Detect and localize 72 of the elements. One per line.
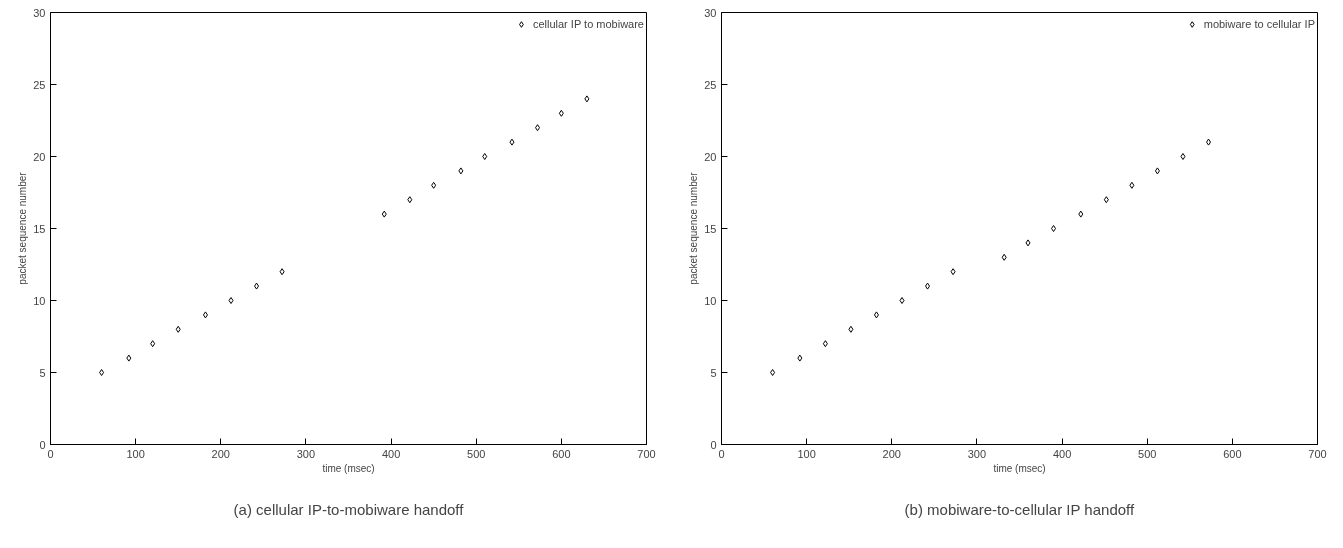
y-tick-label: 30 xyxy=(33,6,46,19)
x-tick-label: 300 xyxy=(967,447,987,460)
point xyxy=(175,325,181,333)
point xyxy=(848,325,854,333)
y-tick-label: 10 xyxy=(704,294,717,307)
x-tick-label: 100 xyxy=(126,447,145,460)
point xyxy=(126,354,132,362)
x-tick-label: 300 xyxy=(296,447,316,460)
x-tick-label: 0 xyxy=(47,447,54,460)
point xyxy=(482,153,488,160)
y-tick-label: 15 xyxy=(704,222,717,235)
point xyxy=(1051,225,1057,232)
legend-label: mobiware to cellular IP xyxy=(1203,18,1315,30)
point xyxy=(228,297,234,304)
x-tick-label: 500 xyxy=(467,447,486,460)
y-tick-label: 25 xyxy=(33,78,46,91)
text: (a) cellular IP-to-mobiware handoff xyxy=(233,501,465,518)
y-tick-label: 30 xyxy=(704,6,717,19)
x-tick-label: 700 xyxy=(1308,447,1327,460)
x-tick-label: 700 xyxy=(637,447,656,460)
point xyxy=(797,354,803,362)
x-axis-title: time (msec) xyxy=(993,462,1046,474)
legend-label: cellular IP to mobiware xyxy=(532,18,644,30)
point xyxy=(899,297,905,304)
text: (b) mobiware-to-cellular IP handoff xyxy=(904,501,1135,518)
y-axis-title: packet sequence number xyxy=(17,171,29,285)
point xyxy=(509,138,515,146)
y-tick-label: 0 xyxy=(39,438,46,451)
point xyxy=(202,311,208,319)
y-tick-label: 5 xyxy=(39,366,46,379)
y-tick-label: 15 xyxy=(33,222,46,235)
point xyxy=(1206,138,1212,146)
x-tick-label: 400 xyxy=(1052,447,1072,460)
y-tick-label: 5 xyxy=(710,366,717,379)
point xyxy=(873,311,879,319)
point xyxy=(770,369,776,376)
point xyxy=(279,268,285,276)
x-tick-label: 200 xyxy=(211,447,230,460)
point xyxy=(381,210,387,218)
x-axis-title: time (msec) xyxy=(322,462,375,474)
point xyxy=(1078,210,1084,218)
point xyxy=(458,167,464,175)
point xyxy=(925,282,931,290)
point xyxy=(584,95,590,103)
x-tick-label: 400 xyxy=(381,447,401,460)
x-tick-label: 500 xyxy=(1138,447,1157,460)
x-tick-label: 0 xyxy=(718,447,725,460)
point xyxy=(822,340,828,348)
point xyxy=(99,369,105,376)
point xyxy=(1001,253,1007,261)
point xyxy=(1129,181,1135,189)
point xyxy=(535,124,541,132)
y-tick-label: 0 xyxy=(710,438,717,451)
y-tick-label: 10 xyxy=(33,294,46,307)
point xyxy=(1103,196,1109,204)
y-axis-title: packet sequence number xyxy=(688,171,700,285)
point xyxy=(950,268,956,276)
y-tick-label: 25 xyxy=(704,78,717,91)
y-tick-label: 20 xyxy=(33,150,46,163)
y-tick-label: 20 xyxy=(704,150,717,163)
x-tick-label: 200 xyxy=(882,447,901,460)
point xyxy=(1025,239,1031,247)
point xyxy=(431,181,437,189)
x-tick-label: 600 xyxy=(1223,447,1242,460)
point xyxy=(254,282,260,290)
point xyxy=(150,340,156,348)
point xyxy=(1180,153,1186,160)
point xyxy=(1154,167,1160,175)
point xyxy=(407,196,413,204)
x-tick-label: 600 xyxy=(552,447,571,460)
x-tick-label: 100 xyxy=(797,447,816,460)
point xyxy=(558,109,564,117)
